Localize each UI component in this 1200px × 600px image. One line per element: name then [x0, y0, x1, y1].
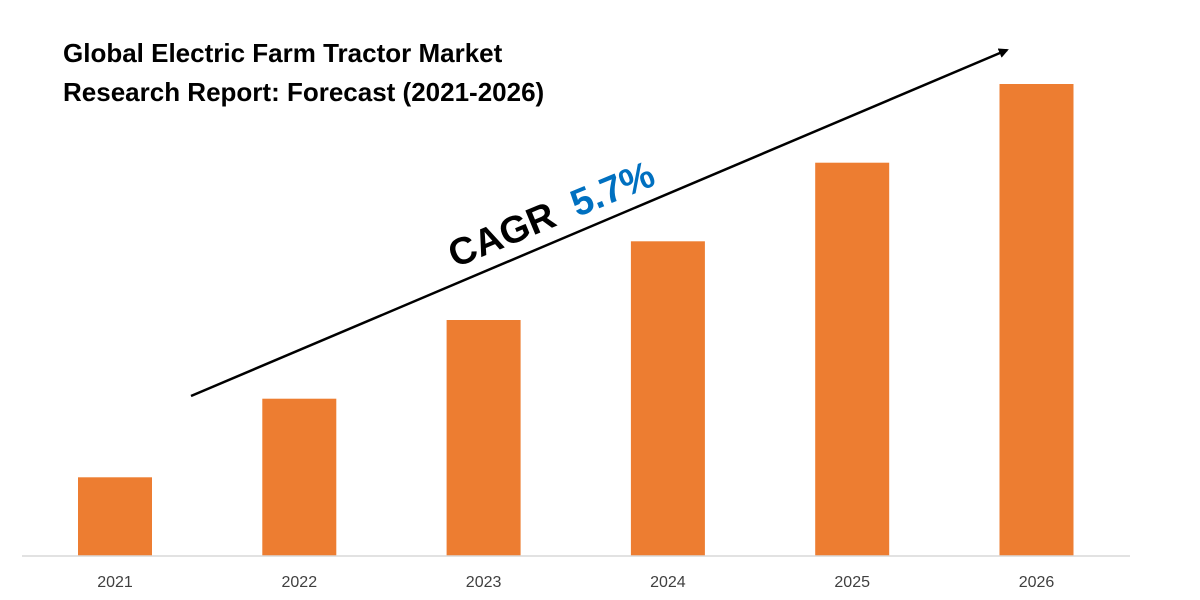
cagr-annotation: CAGR 5.7% [442, 154, 660, 277]
chart-title-line-1: Global Electric Farm Tractor Market [63, 38, 503, 68]
bar-2023 [446, 320, 521, 556]
x-tick-label-2026: 2026 [1019, 574, 1055, 591]
x-tick-label-2022: 2022 [282, 574, 318, 591]
x-tick-label-2025: 2025 [834, 574, 870, 591]
x-tick-label-2021: 2021 [97, 574, 133, 591]
trend-arrow [190, 48, 1009, 398]
bar-2025 [815, 162, 890, 556]
x-axis-ticks: 2021 2022 2023 2024 2025 2026 [97, 574, 1054, 591]
bar-2026 [999, 84, 1074, 556]
bar-2021 [78, 477, 152, 556]
bar-2024 [630, 241, 705, 557]
bar-2022 [262, 398, 337, 556]
chart-title-line-2: Research Report: Forecast (2021-2026) [63, 77, 544, 107]
cagr-value: 5.7% [565, 154, 661, 226]
bar-series [78, 84, 1074, 557]
x-tick-label-2023: 2023 [466, 574, 502, 591]
x-tick-label-2024: 2024 [650, 574, 686, 591]
